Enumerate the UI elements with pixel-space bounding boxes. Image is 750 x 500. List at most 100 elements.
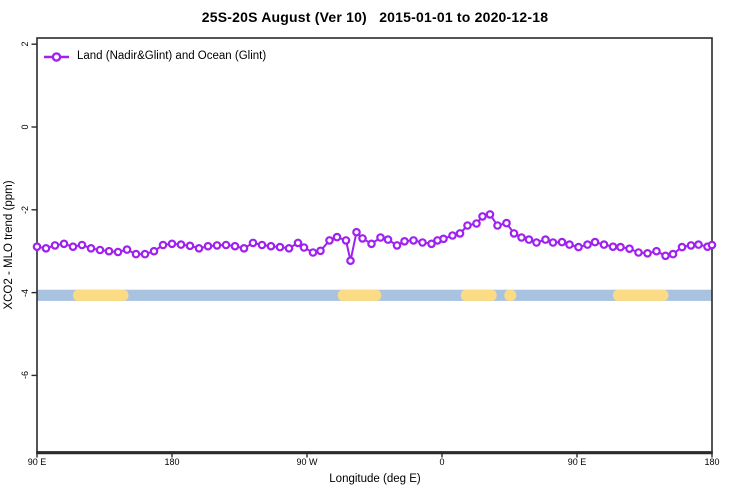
series-marker (493, 221, 502, 230)
x-tick-label: 180 (164, 457, 180, 467)
series-marker (332, 232, 342, 242)
series-marker (583, 240, 592, 249)
series-marker (95, 245, 105, 255)
y-tick-label: -4 (20, 288, 30, 297)
chart-title: 25S-20S August (Ver 10) 2015-01-01 to 20… (201, 9, 549, 25)
series-marker (212, 241, 222, 250)
series-marker (352, 227, 361, 237)
series-marker (439, 234, 448, 244)
legend-marker-sample (51, 52, 62, 62)
series-marker (478, 212, 487, 221)
series-marker (376, 233, 385, 242)
series-marker (122, 245, 132, 254)
y-tick-label: 0 (20, 124, 30, 130)
series-marker (221, 240, 231, 250)
series-marker (686, 241, 696, 250)
series-marker (400, 237, 409, 246)
series-marker (616, 242, 625, 252)
series-marker (358, 234, 367, 243)
y-tick-label: -2 (20, 205, 30, 214)
series-marker (140, 249, 150, 259)
series-marker (316, 246, 325, 256)
series-marker (455, 229, 465, 238)
series-marker (541, 235, 550, 244)
y-tick-label: -6 (20, 371, 30, 380)
map-strip-land (73, 289, 129, 301)
series-marker (383, 235, 393, 244)
series-marker (77, 240, 87, 250)
series-marker (485, 210, 495, 219)
series-marker (524, 235, 534, 244)
series-marker (32, 242, 42, 252)
series-marker (427, 239, 436, 249)
y-tick-label: 2 (20, 41, 30, 47)
map-strip-land (337, 289, 382, 301)
series-marker (113, 247, 123, 257)
series-marker (248, 238, 258, 248)
series-marker (509, 229, 519, 238)
series-marker (590, 237, 600, 247)
series-marker (548, 238, 558, 247)
series-marker (418, 238, 427, 247)
map-strip-land (613, 289, 669, 301)
series-marker (230, 241, 240, 251)
series-marker (472, 219, 481, 228)
series-marker (599, 240, 609, 249)
legend-label: Land (Nadir&Glint) and Ocean (Glint) (77, 50, 267, 62)
series-marker (176, 240, 186, 249)
series-marker (257, 240, 267, 250)
series-marker (517, 233, 526, 242)
series-marker (346, 256, 355, 266)
series-marker (266, 241, 276, 251)
series-marker (41, 244, 51, 253)
series-marker (448, 231, 457, 240)
series-marker (574, 242, 583, 252)
series-marker (131, 249, 141, 259)
series-marker (194, 244, 204, 253)
series-marker (367, 239, 376, 249)
series-marker (694, 240, 703, 249)
series-marker (239, 244, 249, 253)
series-marker (104, 246, 114, 256)
series-marker (284, 244, 294, 253)
series-marker (392, 241, 402, 250)
series-marker (677, 242, 687, 252)
map-strip-land (460, 289, 497, 301)
series-marker (149, 246, 159, 256)
series-marker (68, 242, 78, 252)
series-marker (325, 236, 334, 245)
series-marker (625, 244, 634, 254)
x-tick-label: 90 W (296, 457, 318, 467)
x-tick-label: 180 (704, 457, 720, 467)
series-marker (158, 240, 168, 250)
series-marker (409, 236, 418, 245)
series-marker (643, 249, 652, 258)
series-marker (59, 239, 69, 249)
series-marker (275, 242, 285, 252)
series-marker (299, 243, 309, 252)
series-marker (308, 248, 318, 257)
series-marker (167, 239, 177, 249)
x-tick-label: 90 E (27, 457, 47, 467)
series-marker (608, 242, 618, 252)
series-marker (341, 236, 351, 245)
x-tick-label: 0 (439, 457, 445, 467)
x-axis-title: Longitude (deg E) (329, 473, 421, 485)
series-marker (203, 241, 213, 251)
series-marker (463, 221, 472, 230)
series-marker (185, 241, 195, 251)
series-marker (86, 244, 96, 253)
series-marker (668, 249, 678, 259)
series-marker (532, 238, 541, 247)
series-marker (661, 251, 670, 261)
series-marker (634, 248, 643, 257)
series-marker (557, 237, 567, 247)
series-marker (707, 240, 717, 250)
x-tick-label: 90 E (567, 457, 587, 467)
series-marker (565, 240, 574, 249)
series-marker (50, 241, 60, 250)
map-strip-land (504, 289, 517, 301)
series-marker (502, 218, 511, 228)
